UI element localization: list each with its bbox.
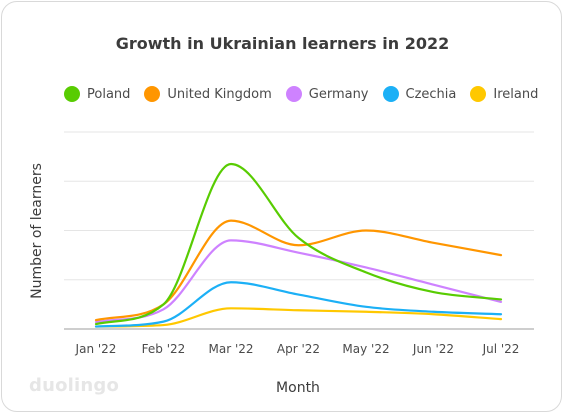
legend-label: United Kingdom xyxy=(167,86,272,102)
legend-swatch xyxy=(144,86,161,102)
x-tick-label: Jun '22 xyxy=(412,342,454,356)
x-tick-label: Jul '22 xyxy=(482,342,520,356)
legend-label: Czechia xyxy=(405,86,457,102)
legend-item-united-kingdom: United Kingdom xyxy=(144,86,272,102)
legend-swatch xyxy=(382,86,399,102)
legend-swatch xyxy=(64,86,80,102)
x-axis-label: Month xyxy=(276,380,320,396)
legend-label: Poland xyxy=(87,86,131,102)
legend-item-ireland: Ireland xyxy=(470,86,538,102)
series-line-poland xyxy=(94,162,503,326)
legend-label: Germany xyxy=(308,86,369,102)
legend-item-czechia: Czechia xyxy=(382,86,457,102)
series-line-united-kingdom xyxy=(94,219,503,322)
legend-item-germany: Germany xyxy=(285,86,369,102)
legend-swatch xyxy=(470,86,487,102)
series-line-ireland xyxy=(94,307,503,328)
chart-legend: Poland United Kingdom Germany Czechia Irelan… xyxy=(64,86,552,102)
legend-label: Ireland xyxy=(493,86,539,102)
x-tick-label: Feb '22 xyxy=(142,342,186,356)
legend-swatch xyxy=(285,86,302,102)
x-tick-label: Apr '22 xyxy=(277,342,320,356)
y-axis-label: Number of learners xyxy=(29,163,45,299)
x-tick-label: Jan '22 xyxy=(75,342,117,356)
duolingo-logo: duolingo xyxy=(29,375,120,396)
series-line-czechia xyxy=(94,281,503,328)
series-line-germany xyxy=(94,239,503,324)
x-tick-label: May '22 xyxy=(342,342,389,356)
legend-item-poland: Poland xyxy=(64,86,130,102)
chart-title: Growth in Ukrainian learners in 2022 xyxy=(115,34,450,53)
x-tick-label: Mar '22 xyxy=(208,342,253,356)
